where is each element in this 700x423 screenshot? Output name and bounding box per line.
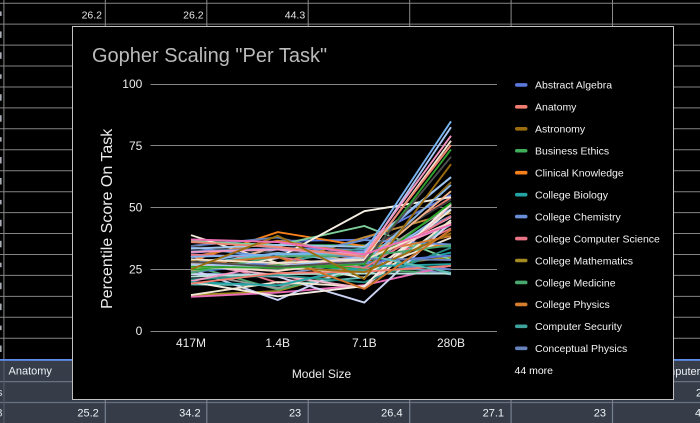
svg-text:280B: 280B [437, 336, 465, 350]
svg-text:Clinical Knowledge: Clinical Knowledge [535, 168, 624, 180]
svg-text:75: 75 [129, 139, 143, 153]
svg-text:25: 25 [129, 262, 143, 276]
svg-text:College Medicine: College Medicine [535, 277, 616, 289]
svg-text:Business Ethics: Business Ethics [535, 146, 609, 158]
svg-text:0: 0 [136, 324, 143, 338]
svg-text:College Biology: College Biology [535, 189, 609, 201]
svg-text:23: 23 [594, 408, 606, 420]
svg-text:44.3: 44.3 [285, 9, 306, 21]
svg-text:7.1B: 7.1B [352, 336, 377, 350]
svg-text:Abstract Algebra: Abstract Algebra [535, 80, 612, 92]
svg-text:Anatomy: Anatomy [9, 366, 53, 378]
svg-text:50: 50 [129, 201, 143, 215]
svg-text:41.3: 41.3 [695, 408, 700, 420]
svg-text:26.2: 26.2 [183, 9, 204, 21]
svg-text:1.4B: 1.4B [265, 336, 290, 350]
svg-text:Model Size: Model Size [292, 367, 352, 381]
svg-text:25.2: 25.2 [77, 408, 98, 420]
svg-text:cs: cs [0, 387, 3, 399]
svg-text:Anatomy: Anatomy [535, 102, 577, 114]
svg-text:44 more: 44 more [515, 365, 554, 377]
svg-text:College Mathematics: College Mathematics [535, 255, 633, 267]
svg-text:26.4: 26.4 [381, 408, 402, 420]
svg-text:College Chemistry: College Chemistry [535, 211, 622, 223]
svg-text:College Computer Science: College Computer Science [535, 233, 660, 245]
svg-text:26.2: 26.2 [82, 9, 103, 21]
svg-text:23: 23 [289, 408, 301, 420]
svg-text:3: 3 [0, 408, 3, 420]
svg-text:27.1: 27.1 [483, 408, 504, 420]
svg-text:100: 100 [122, 77, 142, 91]
svg-text:College Physics: College Physics [535, 299, 610, 311]
svg-text:Astronomy: Astronomy [535, 124, 586, 136]
svg-text:26.2: 26.2 [696, 388, 700, 400]
svg-text:417M: 417M [176, 336, 206, 350]
svg-text:34.2: 34.2 [179, 408, 200, 420]
svg-text:Computer Security: Computer Security [535, 321, 623, 333]
svg-text:Percentile Score On Task: Percentile Score On Task [99, 128, 116, 309]
svg-text:Conceptual Physics: Conceptual Physics [535, 343, 627, 355]
